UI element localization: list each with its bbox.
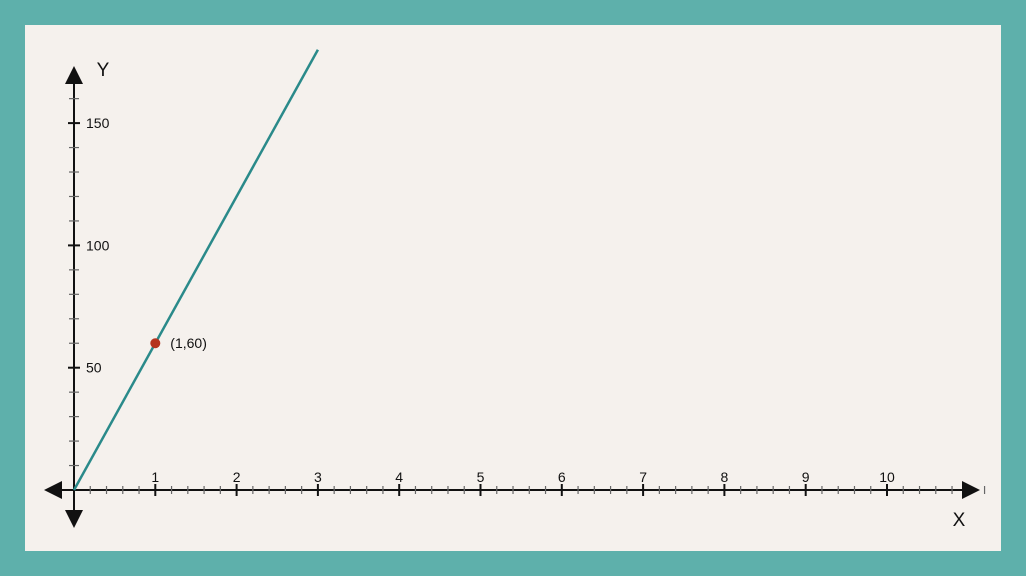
x-tick-label: 10 [879,469,895,485]
highlighted-point [150,338,161,349]
point-label: (1,60) [170,335,207,351]
x-tick-label: 8 [721,469,729,485]
x-tick-label: 6 [558,469,566,485]
x-axis-arrow-left [44,481,62,499]
y-axis-label: Y [97,60,110,81]
y-tick-label: 50 [86,360,102,376]
x-tick-label: 1 [151,469,159,485]
y-axis-arrow-up [65,66,83,84]
x-tick-label: 9 [802,469,810,485]
x-tick-label: 5 [477,469,485,485]
y-tick-label: 100 [86,237,110,253]
x-axis-arrow-right [962,481,980,499]
x-axis-label: X [953,510,966,531]
chart-panel [25,25,1001,551]
x-tick-label: 2 [233,469,241,485]
y-tick-label: 150 [86,115,110,131]
x-tick-label: 4 [395,469,403,485]
series-line [72,49,319,491]
x-tick-label: 3 [314,469,322,485]
x-tick-label: 7 [639,469,647,485]
y-axis-arrow-down [65,510,83,528]
